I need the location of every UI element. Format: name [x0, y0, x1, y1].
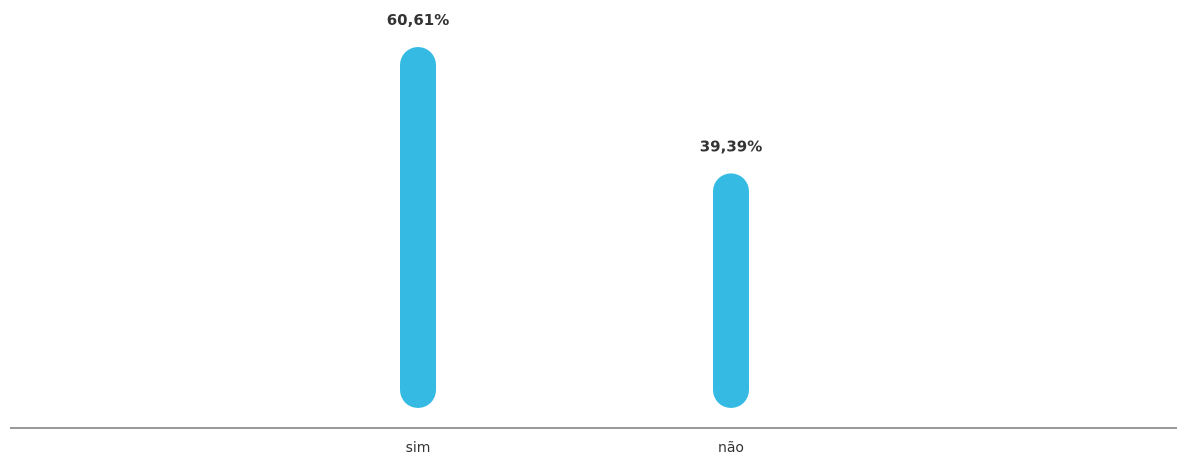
value-label-1: 39,39% [700, 137, 762, 155]
bars-layer [400, 47, 749, 408]
category-label-1: não [718, 440, 744, 456]
bar-1 [713, 173, 749, 408]
value-label-0: 60,61% [387, 11, 449, 29]
category-label-0: sim [406, 440, 431, 456]
bar-0 [400, 47, 436, 408]
labels-layer: 60,61% sim 39,39% não [387, 11, 762, 456]
